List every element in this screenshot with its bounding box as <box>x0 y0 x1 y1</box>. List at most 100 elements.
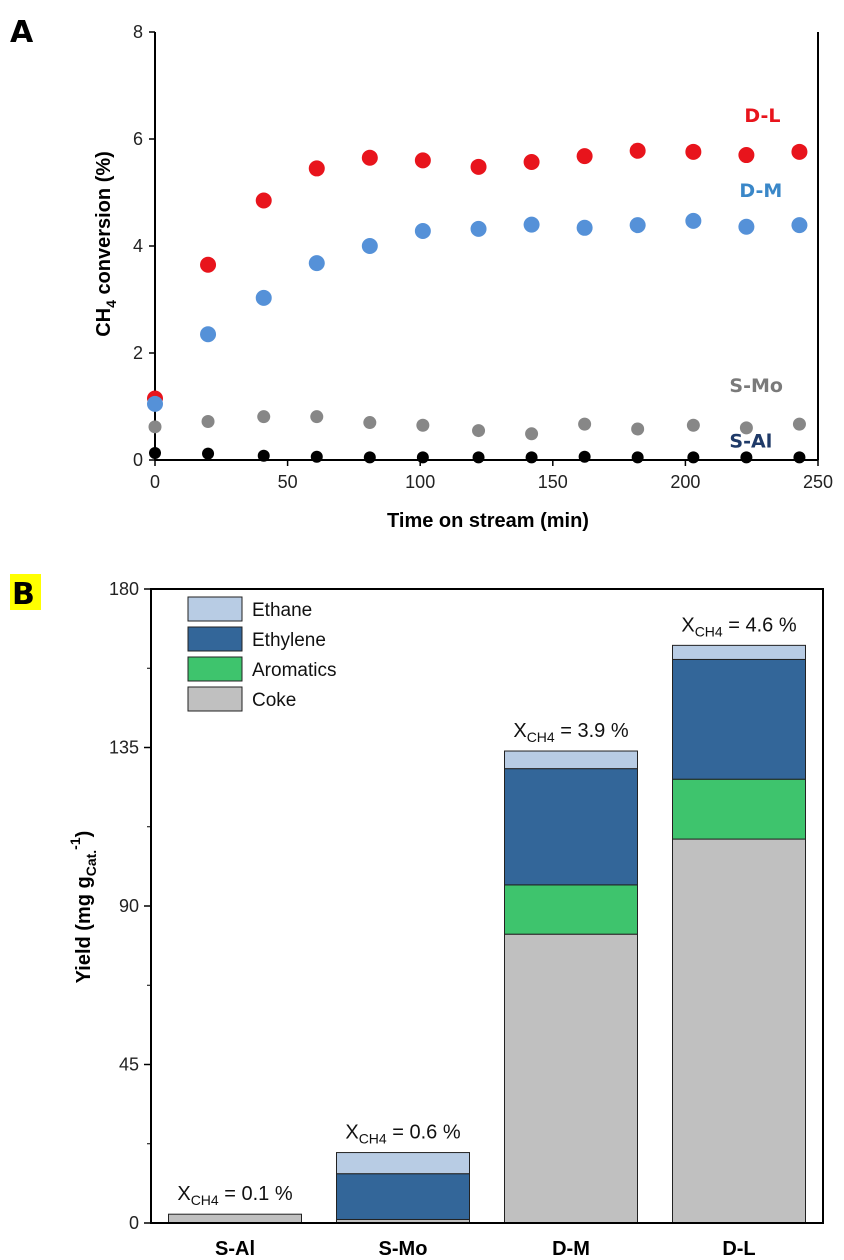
data-point-d-m <box>523 216 540 233</box>
data-point-d-m <box>147 395 163 412</box>
bar-d-l-ethylene <box>672 658 806 780</box>
data-point-s-al <box>687 451 700 464</box>
panel-b-highlight <box>10 574 41 610</box>
bar-s-mo-ethane <box>336 1152 470 1175</box>
chart-a-y-tick-label: 8 <box>133 22 143 42</box>
data-point-s-mo <box>525 427 539 441</box>
panel-b-label: B <box>12 577 35 612</box>
data-point-s-mo <box>686 418 700 432</box>
data-point-s-mo <box>416 418 430 432</box>
chart-b-x-tick-label: D-L <box>722 1238 755 1260</box>
chart-a-y-tick-label: 2 <box>133 343 143 363</box>
chart-b-x-tick-label: S-Al <box>215 1238 255 1260</box>
data-point-s-mo <box>578 417 592 431</box>
data-point-s-mo <box>310 410 324 424</box>
legend-swatch-aromatics <box>187 656 243 682</box>
panel-a-label: A <box>10 15 34 50</box>
chart-a-x-tick-label: 250 <box>803 472 833 492</box>
chart-b-x-tick-label: S-Mo <box>379 1238 428 1260</box>
chart-b-ticks: S-Al S-Mo D-M D-L 0 45 90 135 180 <box>109 579 756 1260</box>
bar-s-mo-ethylene <box>336 1173 470 1220</box>
data-point-d-l <box>361 149 378 166</box>
bar-d-m-ethylene <box>504 768 638 886</box>
series-label-d-m: D-M <box>739 180 782 202</box>
bar-d-l-ethane <box>672 644 806 660</box>
data-point-d-l <box>791 143 808 160</box>
data-point-d-m <box>470 220 487 237</box>
legend-swatch-ethylene <box>187 626 243 652</box>
data-point-s-al <box>631 451 644 464</box>
chart-a-series-labels: D-L D-M S-Mo S-Al <box>729 105 783 452</box>
data-point-d-m <box>414 223 431 240</box>
bar-d-m-ethane <box>504 750 638 770</box>
chart-a-x-tick-label: 100 <box>405 472 435 492</box>
conversion-annotation: XCH4 = 0.1 % <box>177 1183 293 1208</box>
data-point-d-l <box>200 256 217 273</box>
data-point-d-m <box>791 217 808 234</box>
data-point-d-m <box>200 326 217 343</box>
data-point-d-m <box>361 238 378 254</box>
data-point-s-mo <box>631 422 645 436</box>
data-point-s-mo <box>739 421 753 435</box>
chart-a: 0 2 4 6 8 0 50 100 150 200 250 D-L D-M S-Mo S-Al Time… <box>93 22 833 532</box>
series-label-s-mo: S-Mo <box>729 375 783 397</box>
data-point-d-l <box>738 147 755 164</box>
chart-a-y-tick-label: 6 <box>133 129 143 149</box>
data-point-d-l <box>308 160 325 177</box>
chart-a-ticks: 0 2 4 6 8 0 50 100 150 200 250 <box>133 22 833 492</box>
chart-a-y-tick-label: 0 <box>133 450 143 470</box>
data-point-s-al <box>793 451 806 464</box>
legend-label-ethane: Ethane <box>252 600 312 621</box>
data-point-s-al <box>310 450 323 463</box>
data-point-d-m <box>255 289 272 306</box>
series-label-d-l: D-L <box>744 105 780 127</box>
chart-b-y-tick-label: 180 <box>109 579 139 599</box>
bar-s-al-coke <box>168 1213 302 1224</box>
data-point-s-al <box>416 451 429 464</box>
bar-d-l-aromatics <box>672 778 806 840</box>
chart-b-y-tick-label: 135 <box>109 738 139 758</box>
data-point-d-m <box>576 219 593 236</box>
chart-a-y-tick-label: 4 <box>133 236 143 256</box>
chart-b-bars <box>168 644 806 1224</box>
data-point-s-al <box>740 451 753 464</box>
chart-b-y-tick-label: 45 <box>119 1055 139 1075</box>
conversion-annotation: XCH4 = 0.6 % <box>345 1122 461 1147</box>
data-point-s-mo <box>792 417 806 431</box>
data-point-d-l <box>629 142 646 159</box>
legend-label-coke: Coke <box>252 690 296 711</box>
data-point-d-l <box>414 152 431 169</box>
data-point-s-al <box>149 447 161 460</box>
conversion-annotation: XCH4 = 3.9 % <box>513 720 629 745</box>
data-point-s-al <box>257 449 270 462</box>
bar-d-m-aromatics <box>504 884 638 935</box>
data-point-d-l <box>523 154 540 171</box>
data-point-d-l <box>576 148 593 165</box>
data-point-s-mo <box>201 414 215 428</box>
conversion-annotation: XCH4 = 4.6 % <box>681 614 797 639</box>
series-label-s-al: S-Al <box>729 430 772 452</box>
data-point-d-l <box>685 143 702 160</box>
chart-a-x-axis-label: Time on stream (min) <box>387 510 589 532</box>
legend-label-ethylene: Ethylene <box>252 630 326 651</box>
data-point-d-m <box>308 255 325 272</box>
chart-a-x-tick-label: 0 <box>150 472 160 492</box>
legend-label-aromatics: Aromatics <box>252 660 336 681</box>
chart-b-legend: Ethane Ethylene Aromatics Coke <box>187 596 336 712</box>
chart-a-points <box>147 142 808 464</box>
chart-b-annotations: XCH4 = 0.1 % XCH4 = 0.6 % XCH4 = 3.9 % XCH4… <box>177 614 797 1208</box>
data-point-d-l <box>470 158 487 175</box>
bar-d-l-coke <box>672 838 806 1224</box>
chart-b-x-tick-label: D-M <box>552 1238 590 1260</box>
data-point-d-m <box>738 218 755 235</box>
chart-a-y-axis-label: CH4 conversion (%) <box>93 151 119 337</box>
data-point-s-al <box>202 447 215 460</box>
chart-a-x-tick-label: 50 <box>278 472 298 492</box>
data-point-s-al <box>363 451 376 464</box>
data-point-d-l <box>255 192 272 209</box>
data-point-d-m <box>685 212 702 229</box>
data-point-s-mo <box>472 424 486 438</box>
chart-b-y-axis-label: Yield (mg gCat.-1) <box>67 831 99 984</box>
